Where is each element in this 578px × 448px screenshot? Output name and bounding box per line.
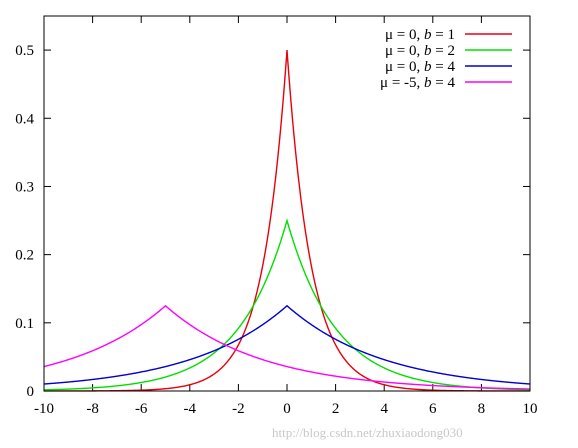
legend-label-3: μ = 0, b = 4 — [385, 59, 455, 75]
legend-label-prefix: μ = 0, — [385, 27, 424, 43]
legend-label-prefix: μ = 0, — [385, 43, 424, 59]
y-tick-label: 0.4 — [15, 111, 34, 127]
plot-area-frame — [43, 15, 531, 392]
legend: μ = 0, b = 1μ = 0, b = 2μ = 0, b = 4μ = … — [380, 27, 512, 91]
watermark-text: http://blog.csdn.net/zhuxiaodong030 — [272, 425, 463, 440]
x-tick-label: 8 — [478, 401, 486, 417]
legend-label-suffix: = 4 — [432, 59, 456, 75]
legend-label-prefix: μ = -5, — [380, 75, 424, 91]
y-tick-label: 0.5 — [15, 43, 34, 59]
x-tick-label: -2 — [232, 401, 245, 417]
series-lines — [43, 50, 531, 392]
axis-ticks — [43, 16, 531, 392]
legend-label-suffix: = 1 — [432, 27, 455, 43]
legend-label-suffix: = 2 — [432, 43, 455, 59]
x-tick-labels: -10 -8 -6 -4 -2 0 2 4 6 8 10 — [34, 401, 538, 417]
x-tick-label: -6 — [135, 401, 148, 417]
legend-label-prefix: μ = 0, — [385, 59, 424, 75]
y-tick-labels: 0 0.1 0.2 0.3 0.4 0.5 — [15, 43, 34, 400]
y-tick-label: 0 — [27, 384, 35, 400]
x-tick-label: 6 — [429, 401, 437, 417]
x-tick-label: 4 — [380, 401, 388, 417]
x-tick-label: 0 — [283, 401, 291, 417]
series-line-3 — [43, 304, 531, 385]
x-tick-label: -10 — [34, 401, 54, 417]
y-tick-label: 0.1 — [15, 316, 34, 332]
legend-label-1: μ = 0, b = 1 — [385, 27, 455, 43]
series-line-2 — [43, 218, 531, 391]
legend-label-var: b — [424, 27, 432, 43]
legend-label-suffix: = 4 — [432, 75, 456, 91]
series-line-4 — [43, 304, 531, 390]
legend-label-var: b — [424, 75, 432, 91]
legend-label-2: μ = 0, b = 2 — [385, 43, 455, 59]
legend-label-var: b — [424, 43, 432, 59]
x-tick-label: -8 — [86, 401, 99, 417]
y-tick-label: 0.3 — [15, 179, 34, 195]
legend-label-4: μ = -5, b = 4 — [380, 75, 455, 91]
x-tick-label: 10 — [523, 401, 538, 417]
x-tick-label: 2 — [332, 401, 340, 417]
y-tick-label: 0.2 — [15, 248, 34, 264]
legend-label-var: b — [424, 59, 432, 75]
x-tick-label: -4 — [184, 401, 197, 417]
